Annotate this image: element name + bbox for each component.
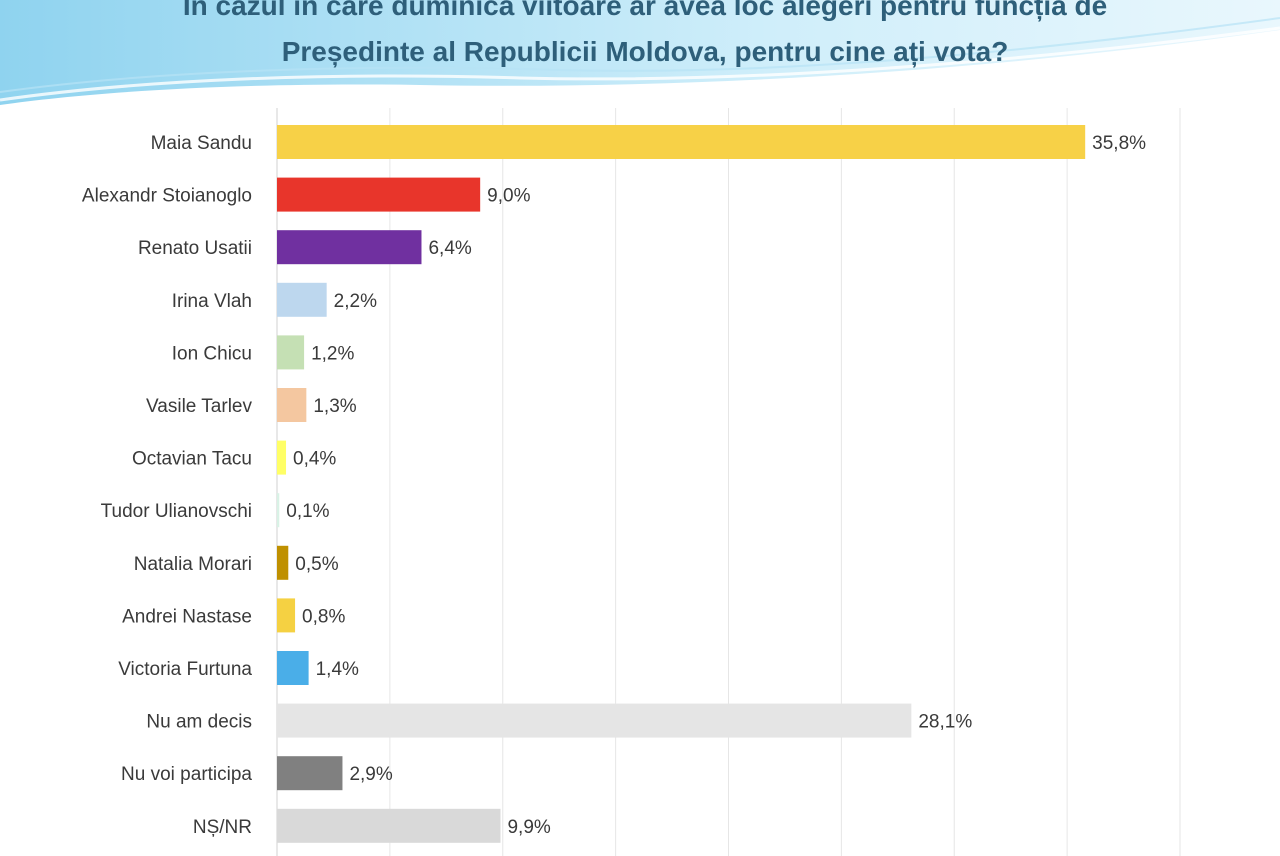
bar	[277, 440, 287, 475]
bar	[277, 282, 327, 317]
category-label: Vasile Tarlev	[146, 396, 252, 417]
category-label: Nu am decis	[146, 712, 252, 733]
category-label: Tudor Ulianovschi	[101, 501, 252, 522]
value-label: 1,3%	[313, 396, 356, 417]
bar	[277, 177, 481, 212]
category-label: Andrei Nastase	[122, 606, 252, 627]
title-line-2: Președinte al Republicii Moldova, pentru…	[281, 36, 1009, 67]
bar	[277, 493, 280, 528]
bar	[277, 808, 501, 843]
value-label: 0,8%	[302, 606, 345, 627]
value-label: 6,4%	[428, 238, 471, 259]
bar	[277, 651, 309, 685]
bar	[277, 388, 307, 422]
category-label: Victoria Furtuna	[118, 659, 252, 680]
category-label: Alexandr Stoianoglo	[82, 186, 252, 207]
value-label: 9,9%	[507, 817, 550, 838]
value-label: 28,1%	[918, 712, 972, 733]
category-label: Irina Vlah	[172, 291, 252, 312]
category-label: Ion Chicu	[172, 343, 252, 364]
value-label: 2,9%	[349, 764, 392, 785]
value-label: 0,5%	[295, 554, 338, 575]
value-label: 35,8%	[1092, 133, 1146, 154]
value-label: 2,2%	[334, 291, 377, 312]
category-label: Renato Usatii	[138, 238, 252, 259]
value-label: 1,4%	[316, 659, 359, 680]
header-banner: În cazul în care duminica viitoare ar av…	[0, 0, 1280, 110]
category-label: NȘ/NR	[193, 817, 252, 838]
value-label: 1,2%	[311, 343, 354, 364]
bar	[277, 125, 1086, 159]
value-label: 9,0%	[487, 186, 530, 207]
value-label: 0,1%	[286, 501, 329, 522]
category-label: Maia Sandu	[151, 133, 252, 154]
bar	[277, 335, 305, 370]
bar	[277, 703, 912, 738]
bar	[277, 230, 422, 265]
value-label: 0,4%	[293, 449, 336, 470]
category-label: Octavian Tacu	[132, 449, 252, 470]
title-line-1: În cazul în care duminica viitoare ar av…	[182, 0, 1108, 21]
category-label: Nu voi participa	[121, 764, 252, 785]
category-label: Natalia Morari	[134, 554, 252, 575]
bar	[277, 756, 343, 791]
bar	[277, 545, 289, 580]
bar	[277, 598, 296, 633]
wave-decoration	[0, 0, 1280, 105]
